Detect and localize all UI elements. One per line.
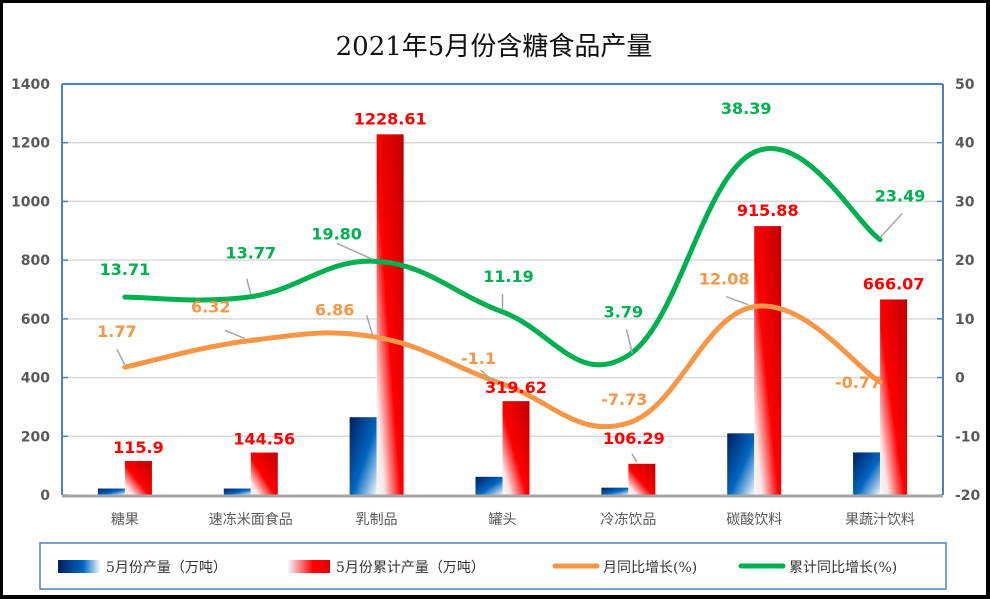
bar-cumulative-output [880, 299, 908, 495]
right-axis-tick-label: -20 [955, 488, 981, 504]
data-label-cumulative-yoy-growth: 23.49 [875, 187, 926, 206]
label-leader-line [631, 453, 638, 463]
x-axis-category-label: 冷冻饮品 [600, 511, 656, 528]
label-leader-line [365, 315, 374, 336]
data-label-cumulative-yoy-growth: 13.77 [225, 244, 276, 263]
left-axis-tick-label: 1400 [11, 77, 50, 93]
right-axis-tick-label: 20 [955, 253, 975, 269]
data-label-cumulative-yoy-growth: 3.79 [604, 302, 643, 321]
left-axis-tick-label: 1000 [11, 194, 50, 210]
chart-svg: 2021年5月份含糖食品产量 0200400600800100012001400… [11, 32, 981, 590]
legend: 5月份产量（万吨） 5月份累计产量（万吨） 月同比增长(%) 累计同比增长(%) [39, 542, 947, 590]
label-leader-line [246, 278, 252, 295]
data-label-monthly-yoy-growth: 12.08 [699, 270, 750, 289]
bar-cumulative-output [628, 463, 656, 495]
data-label-cumulative-yoy-growth: 11.19 [483, 267, 534, 286]
bar-cumulative-output [124, 460, 152, 495]
legend-swatch [58, 560, 100, 573]
legend-swatch [288, 560, 330, 573]
data-label-cumulative-yoy-growth: 19.80 [311, 224, 362, 243]
x-axis-category-label: 乳制品 [356, 512, 398, 528]
label-leader-line [625, 329, 634, 354]
bar-cumulative-output [250, 452, 278, 495]
legend-box [39, 542, 947, 590]
right-axis-tick-label: 50 [955, 77, 975, 93]
label-leader-line [725, 295, 749, 306]
data-label-cumulative-yoy-growth: 13.71 [100, 260, 151, 279]
x-axis-category-label: 果蔬汁饮料 [845, 512, 915, 528]
bar-cumulative-output [502, 401, 530, 495]
data-label-monthly-yoy-growth: -7.73 [601, 390, 647, 409]
data-label-cumulative-output: 319.62 [485, 378, 547, 397]
left-axis-tick-label: 200 [21, 429, 50, 445]
chart-title: 2021年5月份含糖食品产量 [336, 32, 653, 62]
data-label-monthly-yoy-growth: 1.77 [97, 322, 136, 341]
x-axis-category-label: 速冻米面食品 [209, 511, 293, 528]
bar-monthly-output [601, 487, 629, 495]
bar-monthly-output [853, 452, 881, 495]
right-axis-tick-label: 30 [955, 194, 975, 210]
legend-item-monthly-output: 5月份产量（万吨） [58, 560, 227, 576]
data-label-cumulative-yoy-growth: 38.39 [721, 99, 772, 118]
x-axis-category-label: 碳酸饮料 [726, 512, 782, 528]
x-axis-category-label: 糖果 [111, 512, 139, 528]
bar-monthly-output [727, 433, 755, 495]
legend-label: 月同比增长(%) [603, 560, 697, 576]
left-axis-tick-label: 400 [21, 371, 50, 387]
right-axis-tick-label: -10 [955, 429, 981, 445]
label-leader-line [224, 329, 246, 340]
legend-label: 5月份累计产量（万吨） [336, 560, 485, 576]
x-axis-category-label: 罐头 [489, 512, 517, 528]
right-axis-tick-label: 40 [955, 136, 975, 152]
data-label-monthly-yoy-growth: 6.86 [315, 300, 354, 319]
label-leader-line [480, 369, 495, 383]
right-axis-tick-label: 0 [955, 371, 965, 387]
bar-monthly-output [223, 488, 251, 495]
legend-item-monthly-yoy-growth: 月同比增长(%) [552, 560, 697, 576]
left-axis-tick-label: 600 [21, 312, 50, 328]
data-label-cumulative-output: 666.07 [863, 274, 925, 293]
data-label-cumulative-output: 1228.61 [354, 109, 427, 128]
bar-monthly-output [475, 476, 503, 495]
legend-label: 5月份产量（万吨） [106, 560, 227, 576]
left-axis-tick-label: 800 [21, 253, 50, 269]
bar-monthly-output [349, 417, 377, 495]
legend-item-cumulative-output: 5月份累计产量（万吨） [288, 560, 485, 576]
left-axis-tick-label: 1200 [11, 136, 50, 152]
data-label-cumulative-output: 144.56 [233, 430, 295, 449]
data-label-cumulative-output: 106.29 [603, 429, 665, 448]
bar-monthly-output [97, 488, 125, 495]
legend-label: 累计同比增长(%) [789, 560, 897, 576]
data-label-cumulative-output: 115.9 [113, 438, 164, 457]
left-axis-tick-label: 0 [40, 488, 50, 504]
label-leader-line [879, 213, 903, 239]
label-leader-line [116, 348, 126, 366]
legend-item-cumulative-yoy-growth: 累计同比增长(%) [738, 560, 897, 576]
data-label-monthly-yoy-growth: 6.32 [191, 297, 230, 316]
data-label-cumulative-output: 915.88 [737, 201, 799, 220]
bar-cumulative-output [376, 134, 404, 496]
data-label-monthly-yoy-growth: -0.77 [835, 373, 881, 392]
right-axis-tick-label: 10 [955, 312, 975, 328]
data-label-monthly-yoy-growth: -1.1 [461, 349, 496, 368]
chart-frame: 2021年5月份含糖食品产量 0 200 400 600 800 1000 1200 1400… [3, 3, 986, 595]
bar-cumulative-output [754, 226, 782, 496]
label-leader-line [336, 242, 373, 261]
